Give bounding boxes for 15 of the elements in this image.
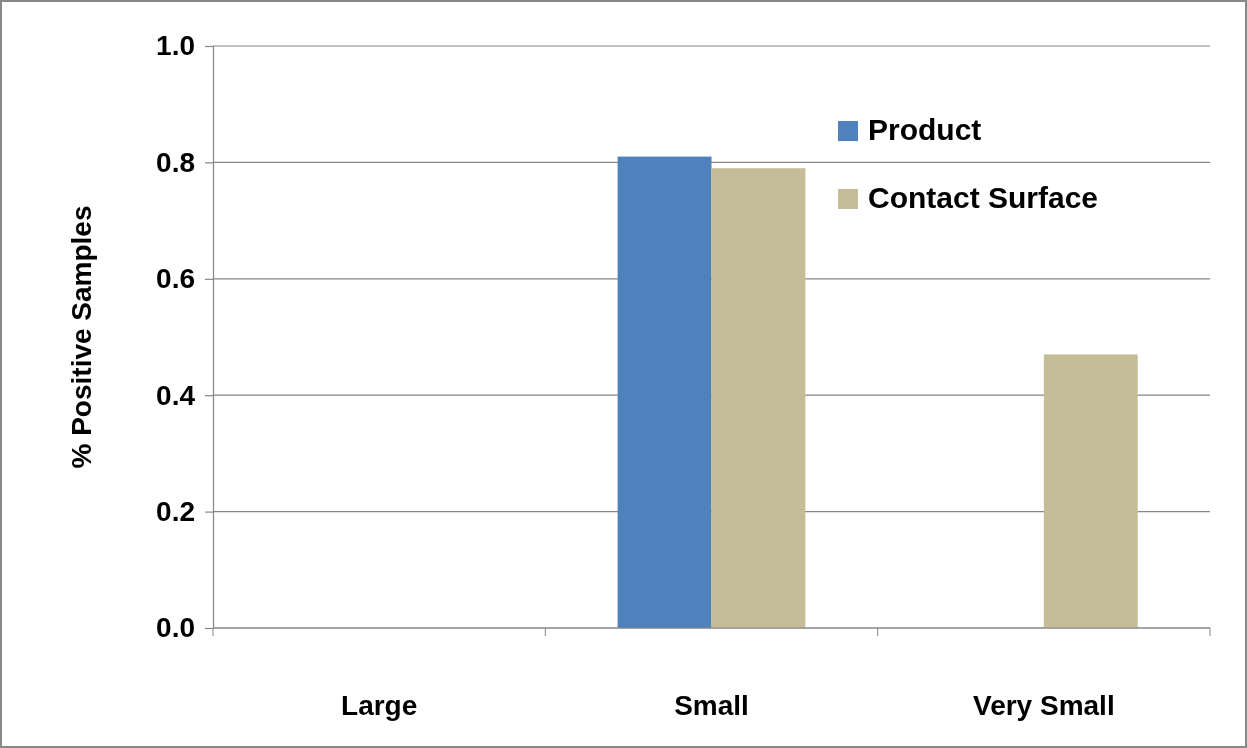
y-tick-label: 0.8 <box>156 146 195 178</box>
legend-label: Contact Surface <box>868 181 1099 214</box>
y-tick-label: 0.6 <box>156 263 195 295</box>
legend-label: Product <box>868 113 982 146</box>
bar <box>1043 354 1138 628</box>
y-tick-label: 0.2 <box>156 496 195 528</box>
x-tick-label: Large <box>341 690 418 721</box>
y-tick-label: 1.0 <box>156 30 195 62</box>
bar <box>617 156 712 628</box>
y-tick-label: 0.4 <box>156 379 196 411</box>
bar <box>711 168 806 628</box>
y-tick-label: 0.0 <box>156 612 195 644</box>
x-tick-label: Small <box>674 690 749 721</box>
x-tick-label: Very Small <box>973 690 1115 721</box>
y-axis-title: % Positive Samples <box>66 205 97 469</box>
